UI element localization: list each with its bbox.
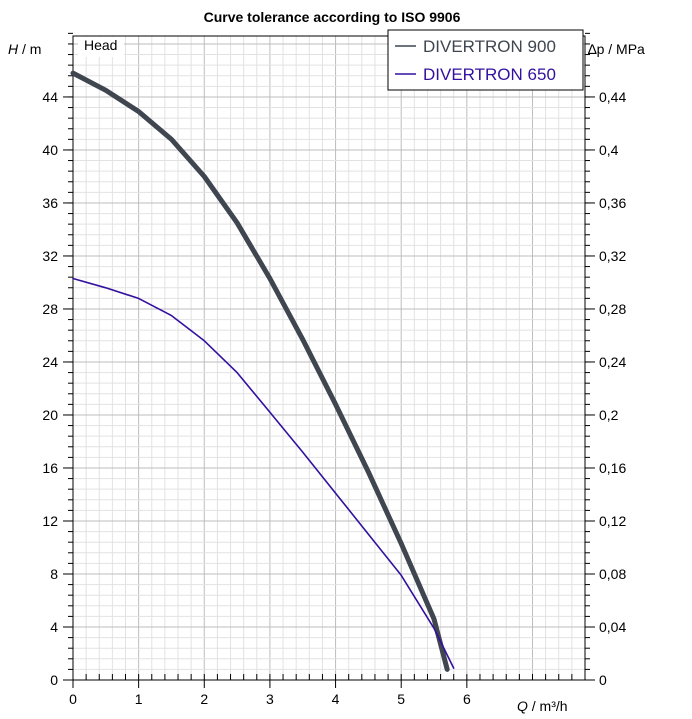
y-tick-label: 44 (42, 89, 58, 105)
axis-ticks: 0 1 2 3 4 5 604812162024283236404400,040,080,1… (42, 32, 626, 707)
y2-tick-label: 0,44 (599, 89, 626, 105)
y-axis-symbol: H (8, 41, 19, 57)
plot-frame (72, 35, 586, 681)
y-tick-label: 24 (42, 354, 58, 370)
x-axis-unit: / m³/h (528, 698, 568, 714)
y-tick-label: 12 (42, 513, 58, 529)
y2-tick-label: 0,24 (599, 354, 626, 370)
x-tick-label: 0 (69, 691, 77, 707)
panel-label: Head (84, 37, 117, 53)
series-group (70, 70, 455, 672)
y-tick-label: 20 (42, 407, 58, 423)
y-tick-label: 40 (42, 142, 58, 158)
y2-axis-unit: / MPa (604, 41, 645, 57)
y-tick-label: 4 (50, 619, 58, 635)
grid (73, 36, 585, 680)
y2-tick-label: 0,04 (599, 619, 626, 635)
x-axis-symbol: Q (517, 698, 528, 714)
y2-tick-label: 0,4 (599, 142, 619, 158)
x-tick-label: 6 (463, 691, 471, 707)
y2-tick-label: 0,28 (599, 301, 626, 317)
legend-label-divertron-900: DIVERTRON 900 (423, 37, 556, 56)
x-tick-label: 4 (332, 691, 340, 707)
y2-tick-label: 0 (599, 672, 607, 688)
series-line-divertron-900 (70, 70, 450, 672)
y2-tick-label: 0,16 (599, 460, 626, 476)
y2-axis-symbol: ∆p (588, 41, 605, 57)
legend-label-divertron-650: DIVERTRON 650 (423, 65, 556, 84)
chart-title: Curve tolerance according to ISO 9906 (204, 9, 461, 25)
panel-label-box (78, 37, 124, 57)
y-tick-label: 0 (50, 672, 58, 688)
legend-box (387, 29, 584, 91)
y-tick-label: 8 (50, 566, 58, 582)
x-axis-title: Q / m³/h (517, 698, 568, 714)
y-tick-label: 16 (42, 460, 58, 476)
x-tick-label: 2 (200, 691, 208, 707)
y2-tick-label: 0,32 (599, 248, 626, 264)
y-tick-label: 32 (42, 248, 58, 264)
x-tick-label: 5 (397, 691, 405, 707)
y2-tick-label: 0,08 (599, 566, 626, 582)
y-axis-unit: / m (18, 41, 41, 57)
y2-tick-label: 0,12 (599, 513, 626, 529)
y-axis-title: H / m (8, 41, 41, 57)
y2-axis-title: ∆p / MPa (588, 41, 645, 57)
y-tick-label: 28 (42, 301, 58, 317)
x-tick-label: 3 (266, 691, 274, 707)
legend: DIVERTRON 900 DIVERTRON 650 (387, 29, 584, 91)
x-tick-label: 1 (135, 691, 143, 707)
series-line-divertron-650 (72, 277, 455, 669)
y2-tick-label: 0,36 (599, 195, 626, 211)
y2-tick-label: 0,2 (599, 407, 619, 423)
y-tick-label: 36 (42, 195, 58, 211)
